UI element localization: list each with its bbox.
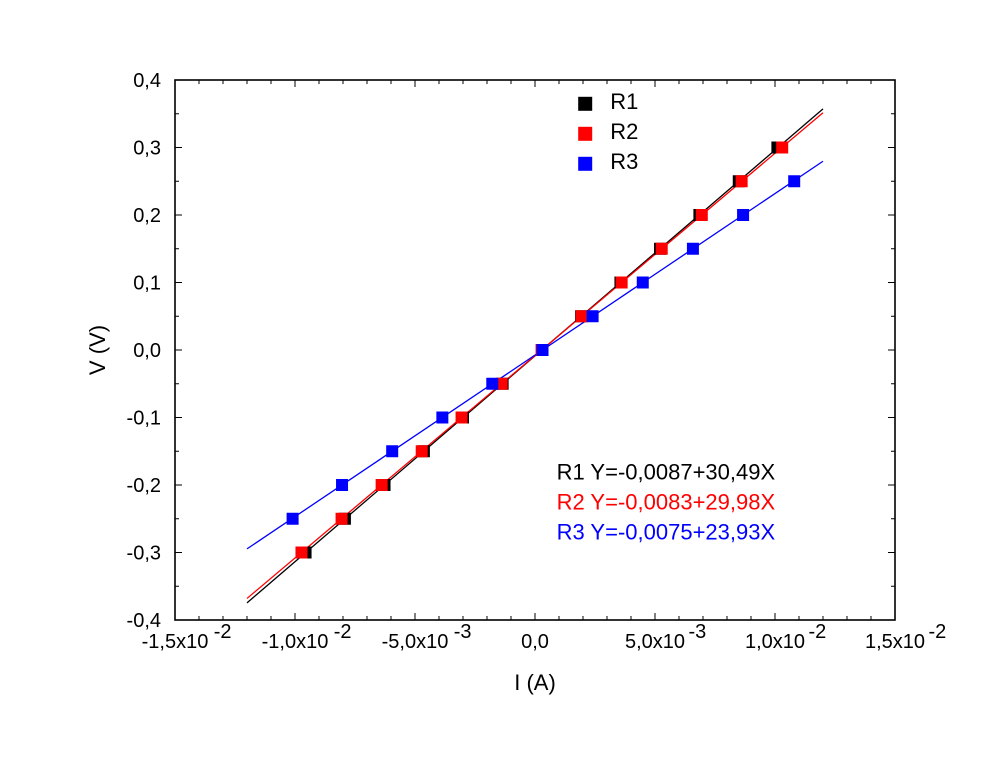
marker-r3	[537, 344, 549, 356]
marker-r3	[687, 243, 699, 255]
svg-text:-2: -2	[929, 621, 947, 643]
fit-annotation-r3: R3 Y=-0,0075+23,93X	[557, 520, 776, 545]
legend-marker	[578, 97, 592, 111]
marker-r2	[656, 243, 668, 255]
svg-text:-2: -2	[334, 621, 352, 643]
marker-r3	[386, 445, 398, 457]
y-tick-label: 0,0	[133, 340, 161, 362]
svg-text:1,5x10: 1,5x10	[865, 631, 925, 653]
marker-r3	[436, 412, 448, 424]
y-tick-label: 0,3	[133, 138, 161, 160]
marker-r2	[616, 277, 628, 289]
svg-text:-5,0x10: -5,0x10	[382, 631, 449, 653]
iv-scatter-chart: -1,5x10-2-1,0x10-2-5,0x10-30,05,0x10-31,…	[0, 0, 999, 770]
svg-text:-1,5x10: -1,5x10	[142, 631, 209, 653]
legend-label: R2	[610, 119, 638, 144]
marker-r3	[637, 277, 649, 289]
x-axis-label: I (A)	[514, 670, 556, 695]
svg-text:-3: -3	[689, 621, 707, 643]
marker-r2	[376, 479, 388, 491]
marker-r3	[486, 378, 498, 390]
marker-r2	[456, 412, 468, 424]
marker-r2	[736, 175, 748, 187]
svg-text:-2: -2	[214, 621, 232, 643]
marker-r2	[336, 513, 348, 525]
marker-r3	[737, 209, 749, 221]
svg-text:1,0x10: 1,0x10	[745, 631, 805, 653]
marker-r2	[416, 445, 428, 457]
y-axis-label: V (V)	[85, 325, 110, 375]
y-tick-label: -0,3	[127, 543, 161, 565]
legend-label: R3	[610, 149, 638, 174]
legend-marker	[578, 157, 592, 171]
legend-label: R1	[610, 89, 638, 114]
y-tick-label: 0,2	[133, 205, 161, 227]
y-tick-label: 0,4	[133, 70, 161, 92]
svg-text:0,0: 0,0	[521, 631, 549, 653]
marker-r3	[788, 175, 800, 187]
svg-text:-1,0x10: -1,0x10	[262, 631, 329, 653]
marker-r2	[576, 310, 588, 322]
fit-annotation-r2: R2 Y=-0,0083+29,98X	[557, 490, 776, 515]
marker-r3	[287, 513, 299, 525]
marker-r3	[587, 310, 599, 322]
svg-text:-2: -2	[809, 621, 827, 643]
legend-marker	[578, 127, 592, 141]
y-tick-label: -0,2	[127, 475, 161, 497]
y-tick-label: -0,1	[127, 408, 161, 430]
y-tick-label: 0,1	[133, 273, 161, 295]
y-tick-label: -0,4	[127, 610, 161, 632]
marker-r2	[776, 142, 788, 154]
marker-r2	[295, 547, 307, 559]
x-tick-label: 0,0	[521, 631, 549, 653]
svg-text:-3: -3	[454, 621, 472, 643]
marker-r2	[696, 209, 708, 221]
marker-r3	[336, 479, 348, 491]
fit-annotation-r1: R1 Y=-0,0087+30,49X	[557, 460, 776, 485]
svg-text:5,0x10: 5,0x10	[625, 631, 685, 653]
